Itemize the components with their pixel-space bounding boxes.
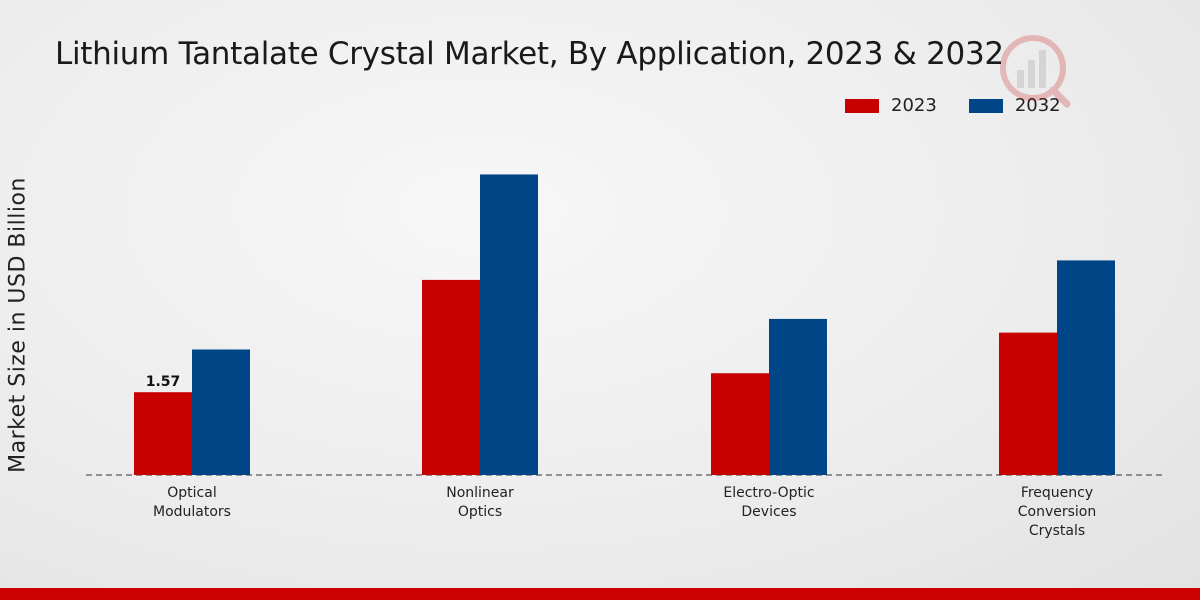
x-tick-label-1-line-0: Nonlinear — [446, 485, 514, 501]
legend-swatch-2023 — [845, 98, 879, 113]
data-label-2023-0: 1.57 — [146, 374, 181, 390]
x-tick-label-3-line-2: Crystals — [1029, 523, 1085, 539]
bar-2032-1[interactable] — [480, 174, 538, 476]
legend-item-2032[interactable]: 2032 — [968, 95, 1061, 116]
legend-swatch-2032 — [968, 98, 1003, 113]
x-tick-label-0-line-0: Optical — [167, 485, 216, 501]
legend: 2023 2032 — [845, 95, 1093, 116]
x-tick-label-3-line-0: Frequency — [1021, 485, 1093, 501]
bar-2023-3[interactable] — [999, 332, 1057, 475]
x-tick-label-2-line-1: Devices — [741, 504, 796, 520]
bar-2032-0[interactable] — [192, 349, 250, 475]
bar-2023-1[interactable] — [422, 279, 480, 475]
bar-2023-0[interactable] — [134, 392, 192, 475]
bar-2032-3[interactable] — [1057, 260, 1115, 475]
x-tick-label-1-line-1: Optics — [458, 504, 502, 520]
footer-bar — [0, 588, 1200, 600]
x-tick-label-2-line-0: Electro-Optic — [723, 485, 814, 501]
legend-label-2032: 2032 — [1014, 95, 1061, 116]
chart-title: Lithium Tantalate Crystal Market, By App… — [55, 36, 1004, 72]
legend-item-2023[interactable]: 2023 — [845, 95, 937, 116]
bar-2032-2[interactable] — [769, 318, 827, 475]
legend-label-2023: 2023 — [891, 95, 937, 116]
bar-2023-2[interactable] — [711, 373, 769, 475]
x-tick-label-0-line-1: Modulators — [153, 504, 231, 520]
analytics-logo-icon — [1000, 35, 1071, 108]
x-tick-label-3-line-1: Conversion — [1018, 504, 1097, 520]
